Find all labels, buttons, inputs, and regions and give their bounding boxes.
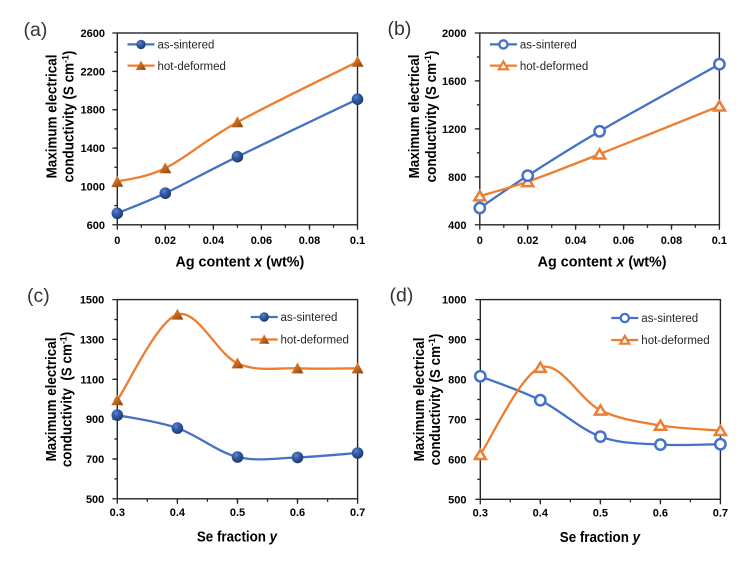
svg-text:500: 500 <box>448 494 466 506</box>
svg-text:0.04: 0.04 <box>565 235 587 247</box>
svg-text:conductivity (S cm-1): conductivity (S cm-1) <box>58 332 75 467</box>
svg-text:Maximum electrical: Maximum electrical <box>411 338 428 462</box>
svg-text:2000: 2000 <box>442 28 466 40</box>
svg-text:500: 500 <box>86 494 104 506</box>
svg-text:1100: 1100 <box>80 374 104 386</box>
svg-text:0.1: 0.1 <box>712 235 727 247</box>
svg-text:0: 0 <box>114 235 120 247</box>
svg-text:hot-deformed: hot-deformed <box>641 335 709 347</box>
svg-text:2600: 2600 <box>81 28 105 40</box>
svg-text:1000: 1000 <box>81 181 105 193</box>
svg-text:600: 600 <box>448 454 466 466</box>
svg-text:0.5: 0.5 <box>230 507 245 519</box>
svg-text:0.7: 0.7 <box>713 508 728 520</box>
svg-text:700: 700 <box>86 454 104 466</box>
svg-text:1400: 1400 <box>81 143 105 155</box>
svg-text:600: 600 <box>87 220 105 232</box>
svg-text:0.1: 0.1 <box>350 235 365 247</box>
svg-text:0.4: 0.4 <box>533 508 549 520</box>
svg-text:Ag content x (wt%): Ag content x (wt%) <box>538 254 667 270</box>
svg-text:Se fraction y: Se fraction y <box>197 529 278 546</box>
svg-text:900: 900 <box>86 414 104 426</box>
svg-text:Maximum electrical: Maximum electrical <box>406 55 423 179</box>
svg-text:Maximum electrical: Maximum electrical <box>43 55 60 179</box>
svg-text:hot-deformed: hot-deformed <box>158 61 226 73</box>
svg-text:0.08: 0.08 <box>299 235 320 247</box>
svg-text:0.06: 0.06 <box>251 235 272 247</box>
svg-text:0.6: 0.6 <box>653 508 668 520</box>
svg-text:as-sintered: as-sintered <box>158 40 215 52</box>
svg-text:0.3: 0.3 <box>110 507 125 519</box>
svg-text:0.7: 0.7 <box>350 507 365 519</box>
svg-text:Ag content x (wt%): Ag content x (wt%) <box>175 254 304 270</box>
svg-text:1800: 1800 <box>81 105 105 117</box>
svg-text:1500: 1500 <box>80 295 104 307</box>
svg-text:900: 900 <box>448 335 466 347</box>
svg-text:as-sintered: as-sintered <box>281 312 338 324</box>
svg-text:400: 400 <box>448 220 466 232</box>
svg-text:0.02: 0.02 <box>517 235 538 247</box>
svg-text:(a): (a) <box>24 19 48 41</box>
svg-text:0.6: 0.6 <box>290 507 305 519</box>
svg-text:conductivity (S cm-1): conductivity (S cm-1) <box>422 51 439 183</box>
svg-text:1200: 1200 <box>442 124 466 136</box>
svg-text:0.02: 0.02 <box>155 235 176 247</box>
svg-text:Maximum electrical: Maximum electrical <box>42 338 59 462</box>
svg-text:0.5: 0.5 <box>593 508 608 520</box>
svg-text:hot-deformed: hot-deformed <box>281 335 349 347</box>
svg-text:2200: 2200 <box>81 66 105 78</box>
svg-text:1600: 1600 <box>442 76 466 88</box>
svg-text:0.4: 0.4 <box>170 507 186 519</box>
svg-text:(c): (c) <box>27 285 50 307</box>
svg-text:0.3: 0.3 <box>473 508 488 520</box>
svg-text:(d): (d) <box>390 284 414 306</box>
svg-text:0.08: 0.08 <box>661 235 682 247</box>
svg-text:700: 700 <box>448 414 466 426</box>
svg-text:conductivity (S cm-1): conductivity (S cm-1) <box>427 334 444 466</box>
svg-text:Se fraction y: Se fraction y <box>560 529 641 546</box>
svg-text:0.06: 0.06 <box>613 235 634 247</box>
svg-text:as-sintered: as-sintered <box>520 40 577 52</box>
svg-text:conductivity (S cm-1): conductivity (S cm-1) <box>60 51 77 183</box>
svg-text:hot-deformed: hot-deformed <box>520 61 588 73</box>
svg-text:1000: 1000 <box>442 295 466 307</box>
svg-text:800: 800 <box>448 172 466 184</box>
svg-text:as-sintered: as-sintered <box>641 313 698 325</box>
svg-text:800: 800 <box>448 375 466 387</box>
svg-text:0: 0 <box>477 235 483 247</box>
svg-text:1300: 1300 <box>80 334 104 346</box>
svg-text:0.04: 0.04 <box>203 235 225 247</box>
svg-text:(b): (b) <box>388 18 412 40</box>
